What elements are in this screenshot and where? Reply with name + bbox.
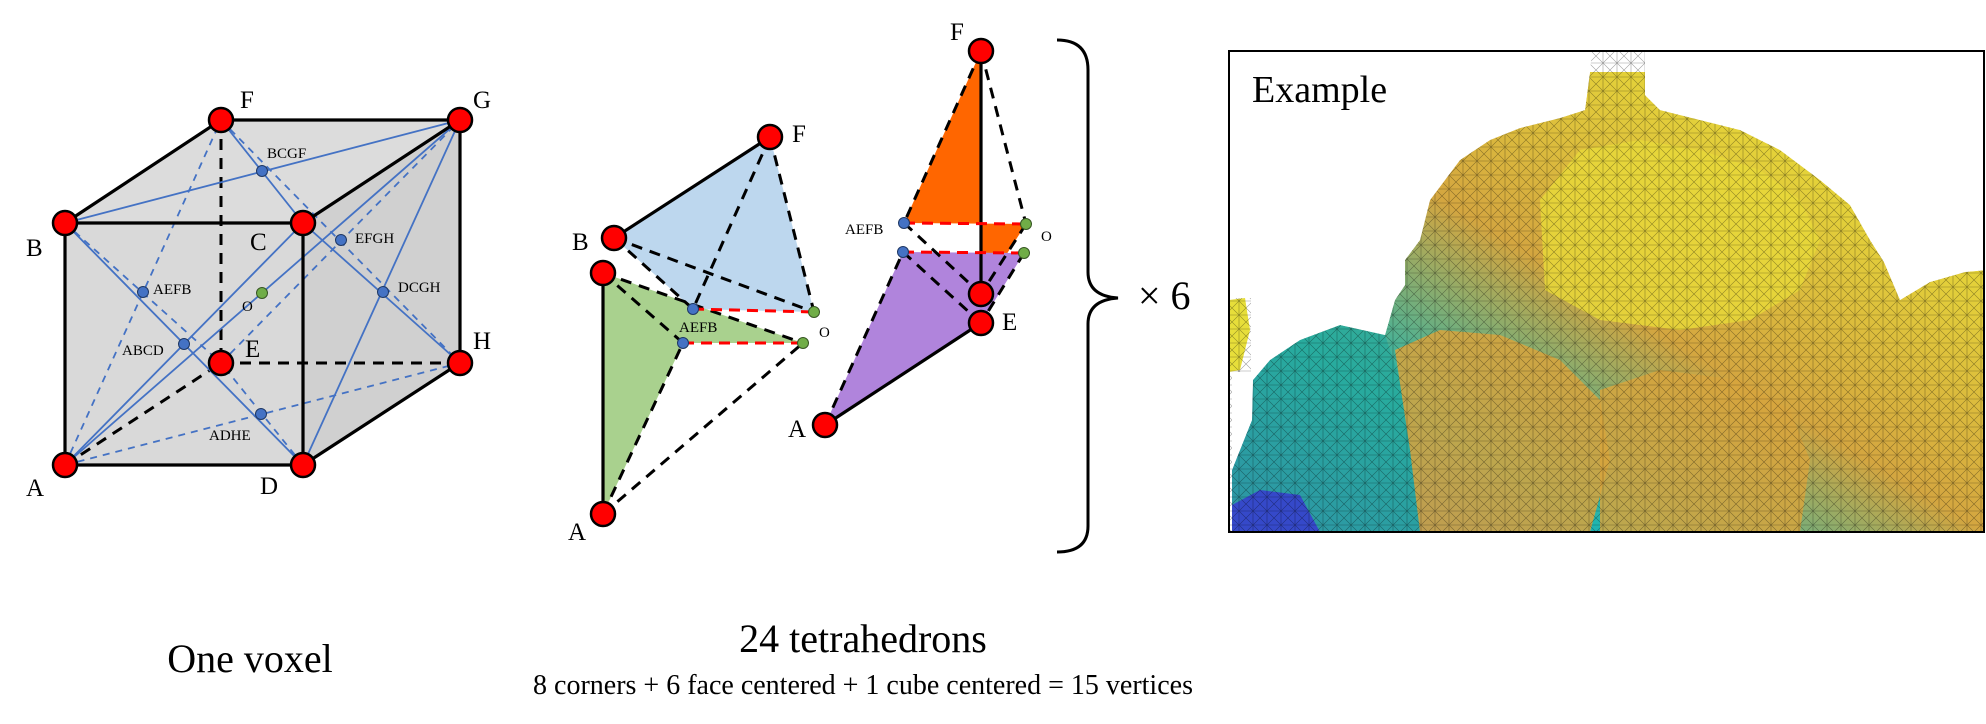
- tetra-right-label-e: E: [1002, 309, 1017, 336]
- corner-g: [446, 106, 474, 134]
- label-h: H: [473, 328, 491, 355]
- tetra-caption: 24 tetrahedrons: [739, 616, 987, 661]
- tetra-right-edge-oe: [979, 223, 1028, 295]
- label-c: C: [250, 229, 267, 256]
- tetra-left-red-1: [692, 307, 815, 314]
- label-a: A: [26, 475, 44, 502]
- tetra-right-edge-fo: [979, 50, 1028, 225]
- mesh-mask-right: [1645, 51, 1984, 300]
- tetra-left: F B A AEFB O: [568, 121, 830, 546]
- example-frame: [1228, 50, 1985, 533]
- tetra-left-edge-a2f: [601, 342, 685, 515]
- tetra-subcaption: 8 corners + 6 face centered + 1 cube cen…: [533, 670, 1193, 701]
- tetra-left-edge-a2o: [602, 341, 804, 516]
- tetra-left-label-f: F: [792, 121, 806, 148]
- tetra-left-face-dot-2: [677, 337, 689, 349]
- example-panel: Example: [1228, 50, 1985, 533]
- label-face-bcgf: BCGF: [267, 146, 306, 162]
- label-b: B: [26, 235, 43, 262]
- corner-c: [289, 209, 317, 237]
- tetra-left-green: [603, 273, 803, 514]
- tetra-right-corner-e: [967, 309, 995, 337]
- mesh-mask-left: [1229, 51, 1592, 470]
- diag-af: [64, 119, 222, 466]
- tetra-left-label-b: B: [572, 229, 589, 256]
- center-dot-o: [256, 287, 268, 299]
- tetra-right-red-1: [903, 221, 1027, 226]
- tetra-right-edge-af: [823, 251, 905, 426]
- tetra-left-corner-a-top: [589, 259, 617, 287]
- corner-b: [51, 209, 79, 237]
- label-f: F: [240, 87, 254, 114]
- tetra-right-corner-e-top: [967, 280, 995, 308]
- tetra-right-label-f: F: [950, 19, 964, 46]
- tetra-left-corner-b: [600, 224, 628, 252]
- tetra-left-center-dot-2: [797, 337, 809, 349]
- tetra-right-corner-f: [967, 37, 995, 65]
- tetra-right-corner-a: [811, 411, 839, 439]
- tetra-right-orange: [904, 51, 1026, 294]
- label-center-o: O: [242, 299, 253, 315]
- label-e: E: [245, 336, 260, 363]
- tetra-left-face-dot-1: [687, 303, 699, 315]
- corner-a: [51, 451, 79, 479]
- diag-ah: [64, 362, 461, 466]
- label-face-adhe: ADHE: [209, 428, 251, 444]
- corner-e: [207, 349, 235, 377]
- face-dot-bcgf: [256, 165, 268, 177]
- voxel-caption: One voxel: [167, 636, 333, 681]
- tetra-left-edge-bf: [613, 135, 771, 240]
- mesh-grid-blob: [1229, 298, 1251, 372]
- tetra-left-center-dot-1: [808, 306, 820, 318]
- voxel-diagram: A B C D E F G H AEFB ABCD BCGF EFGH DCGH…: [26, 87, 491, 502]
- cube-top-outline: [64, 118, 462, 225]
- corner-f: [207, 106, 235, 134]
- face-dot-abcd: [178, 338, 190, 350]
- label-face-efgh: EFGH: [355, 231, 394, 247]
- tetra-right-red-2: [902, 250, 1025, 255]
- tetra-left-label-o: O: [819, 325, 830, 341]
- label-face-aefb: AEFB: [153, 282, 191, 298]
- tetra-right: F E A AEFB O: [788, 19, 1052, 443]
- corner-h: [446, 349, 474, 377]
- tetra-right-face-dot-2: [897, 246, 909, 258]
- tetra-right-center-dot-1: [1020, 218, 1032, 230]
- tetra-left-edge-ff: [691, 136, 772, 310]
- tetra-left-edge-bo: [613, 236, 815, 314]
- face-dot-aefb: [137, 286, 149, 298]
- tetra-right-center-dot-2: [1018, 247, 1030, 259]
- right-brace: [1056, 38, 1119, 554]
- example-mesh: [1229, 51, 1984, 532]
- label-g: G: [473, 87, 491, 114]
- tetra-right-edge-oe2: [979, 252, 1026, 324]
- hidden-edge-ae: [64, 361, 222, 467]
- tetra-left-corner-f: [756, 123, 784, 151]
- corner-d: [289, 451, 317, 479]
- tetra-right-face-dot-1: [898, 217, 910, 229]
- tetra-right-label-a: A: [788, 416, 806, 443]
- label-d: D: [260, 473, 278, 500]
- face-dot-efgh: [335, 234, 347, 246]
- tetra-right-purple: [825, 252, 1024, 425]
- example-title: Example: [1252, 69, 1387, 111]
- tetra-right-edge-ff: [902, 50, 983, 224]
- label-face-dcgh: DCGH: [398, 280, 441, 296]
- tetra-right-edge-ae: [824, 321, 982, 427]
- face-dot-dcgh: [377, 286, 389, 298]
- tetra-left-corner-a: [589, 500, 617, 528]
- tetra-right-label-face: AEFB: [845, 222, 883, 238]
- label-face-abcd: ABCD: [122, 343, 164, 359]
- tetra-left-label-face: AEFB: [679, 320, 717, 336]
- multiplier-label: × 6: [1138, 273, 1191, 318]
- face-dot-adhe: [255, 408, 267, 420]
- tetra-left-blue: [614, 137, 814, 312]
- tetra-left-label-a: A: [568, 519, 586, 546]
- tetra-right-label-o: O: [1041, 229, 1052, 245]
